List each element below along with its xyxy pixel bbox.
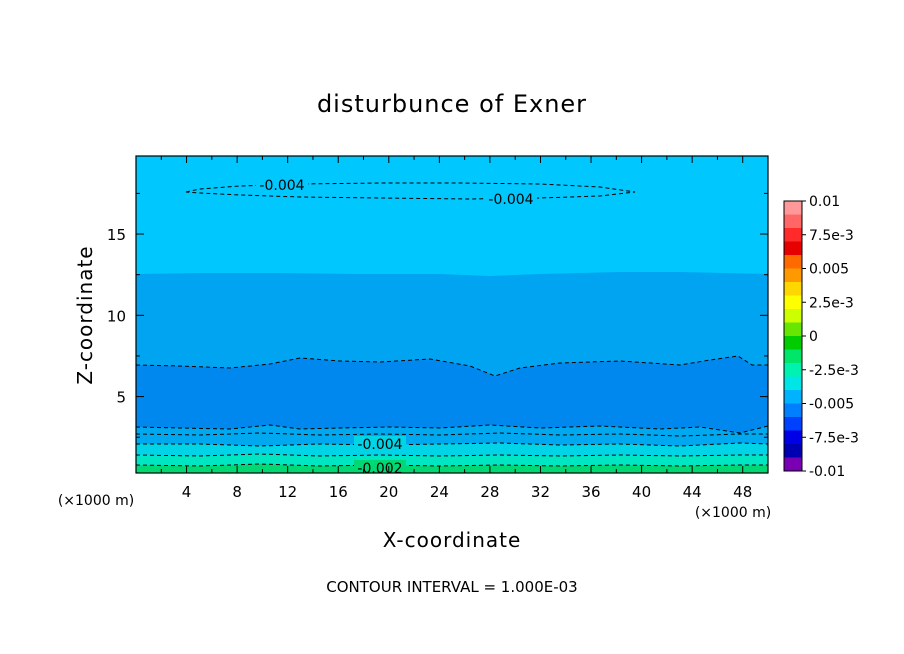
colorbar-label: -7.5e-3	[809, 430, 859, 446]
contour-line-near-ground-1	[136, 442, 768, 447]
colorbar-segment	[784, 268, 802, 283]
contour-line-middle	[136, 355, 768, 377]
colorbar-segment	[784, 309, 802, 323]
colorbar-segment	[784, 282, 802, 296]
x-axis-title: X-coordinate	[383, 528, 522, 552]
colorbar-segment	[784, 295, 802, 310]
colorbar-label: 0.01	[809, 194, 840, 210]
colorbar-segment	[784, 430, 802, 445]
contour-label-2: -0.004	[488, 192, 533, 208]
x-tick-label: 16	[329, 483, 348, 501]
colorbar-segment	[784, 457, 802, 472]
contour-line-lower	[136, 424, 768, 434]
x-tick-label: 40	[632, 483, 651, 501]
contour-line-lower-2	[136, 432, 768, 437]
y-tick-label: 15	[107, 226, 126, 244]
plot-frame	[135, 155, 769, 474]
colorbar-segment	[784, 255, 802, 269]
x-tick-label: 48	[733, 483, 752, 501]
y-axis-unit: (×1000 m)	[58, 493, 134, 509]
colorbar-label: -0.005	[809, 397, 854, 413]
contour-line-near-ground-3	[136, 463, 768, 467]
colorbar-segment	[784, 390, 802, 404]
colorbar-label: -0.01	[809, 464, 845, 480]
x-axis: 4 8 12 16 20 24 28 32 36 40 44 48	[160, 156, 752, 501]
y-tick-label: 10	[107, 307, 126, 325]
colorbar-label: 0	[809, 329, 818, 345]
colorbar-segment	[784, 214, 802, 229]
x-tick-label: 44	[683, 483, 702, 501]
x-tick-label: 8	[232, 483, 242, 501]
y-tick-label: 5	[116, 389, 126, 407]
contour-label-1: -0.004	[259, 178, 304, 194]
colorbar-segment	[784, 403, 802, 418]
colorbar	[784, 201, 802, 472]
x-tick-label: 36	[581, 483, 600, 501]
x-tick-label: 20	[379, 483, 398, 501]
colorbar-label: -2.5e-3	[809, 363, 859, 379]
colorbar-segment	[784, 417, 802, 431]
contour-interval-note: CONTOUR INTERVAL = 1.000E-03	[326, 578, 577, 596]
colorbar-segment	[784, 201, 802, 215]
colorbar-label: 2.5e-3	[809, 295, 854, 311]
y-axis: 5 10 15	[107, 192, 768, 438]
x-tick-label: 12	[278, 483, 297, 501]
colorbar-segment	[784, 376, 802, 391]
y-axis-title: Z-coordinate	[73, 245, 97, 384]
colorbar-segment	[784, 444, 802, 458]
x-axis-unit: (×1000 m)	[695, 505, 771, 521]
colorbar-segment	[784, 363, 802, 377]
x-tick-label: 32	[531, 483, 550, 501]
x-tick-label: 4	[182, 483, 192, 501]
contour-labels: -0.004 -0.004 -0.004 -0.002	[256, 177, 537, 477]
plot-area	[136, 156, 768, 473]
colorbar-label: 7.5e-3	[809, 228, 854, 244]
colorbar-segment	[784, 241, 802, 256]
x-tick-label: 28	[480, 483, 499, 501]
colorbar-segment	[784, 228, 802, 242]
colorbar-label: 0.005	[809, 262, 849, 278]
colorbar-segment	[784, 349, 802, 364]
colorbar-frame	[783, 200, 803, 472]
colorbar-labels: 0.01 7.5e-3 0.005 2.5e-3 0 -2.5e-3 -0.005 -7.5e…	[802, 194, 859, 480]
contour-label-3: -0.004	[357, 437, 402, 453]
contour-label-4: -0.002	[357, 461, 402, 477]
colorbar-segment	[784, 336, 802, 350]
x-tick-label: 24	[430, 483, 449, 501]
colorbar-segment	[784, 322, 802, 337]
chart-title: disturbunce of Exner	[317, 90, 587, 118]
contour-line-near-ground-2	[136, 453, 768, 457]
band-near-ground-3	[136, 464, 768, 473]
